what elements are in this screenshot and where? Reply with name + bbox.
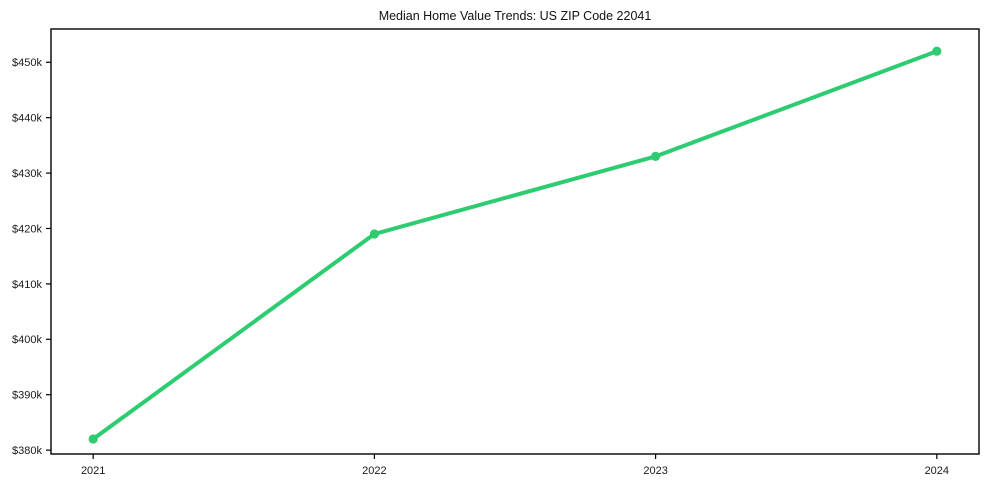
y-tick-label: $410k xyxy=(12,279,42,291)
axes: $380k $390k $400k $410k $420k $430k $440k $450k… xyxy=(12,28,980,477)
y-tick-label: $430k xyxy=(12,168,42,180)
trend-line xyxy=(91,49,939,441)
y-tick-label: $450k xyxy=(12,57,42,69)
x-tick-label: 2022 xyxy=(362,465,386,477)
x-tick-label: 2023 xyxy=(643,465,667,477)
series-layer xyxy=(88,46,942,444)
data-point-marker xyxy=(932,46,942,56)
data-point-marker xyxy=(651,151,661,161)
x-tick-label: 2021 xyxy=(81,465,105,477)
y-tick-label: $420k xyxy=(12,223,42,235)
data-point-marker xyxy=(88,434,98,444)
y-tick-label: $400k xyxy=(12,334,42,346)
y-tick-label: $440k xyxy=(12,113,42,125)
plot-border xyxy=(50,28,980,455)
data-point-marker xyxy=(369,229,379,239)
chart-title: Median Home Value Trends: US ZIP Code 22… xyxy=(379,9,652,23)
y-tick-label: $390k xyxy=(12,390,42,402)
x-tick-label: 2024 xyxy=(925,465,949,477)
y-tick-label: $380k xyxy=(12,445,42,457)
